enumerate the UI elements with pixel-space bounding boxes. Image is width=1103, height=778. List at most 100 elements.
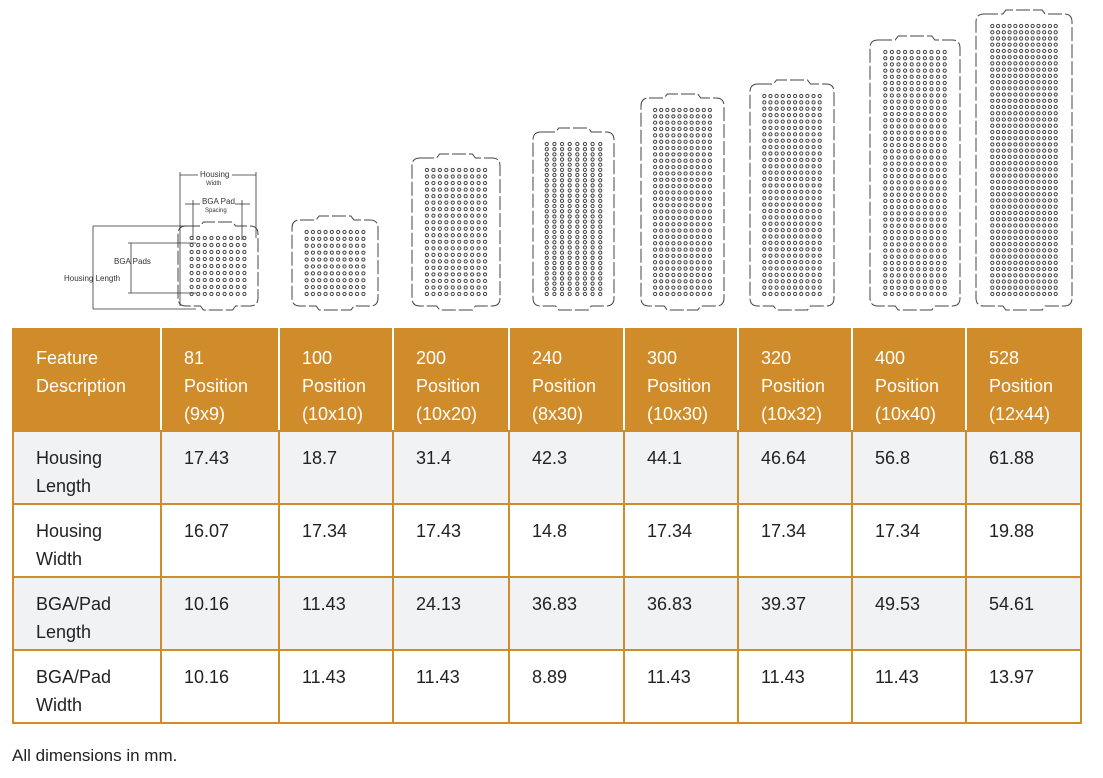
bga-pad — [683, 152, 688, 157]
bga-pad — [1019, 98, 1024, 103]
bga-pad — [942, 223, 947, 228]
bga-pad — [883, 80, 888, 86]
bga-pad — [1019, 92, 1024, 97]
bga-pad — [437, 239, 442, 244]
bga-pad — [929, 161, 934, 166]
bga-pad — [437, 220, 442, 225]
bga-pad — [1047, 55, 1053, 60]
bga-pad — [590, 276, 595, 281]
bga-pad — [424, 259, 430, 264]
bga-pad — [929, 254, 934, 259]
bga-pad — [653, 260, 658, 265]
bga-pad — [701, 114, 706, 119]
bga-pad — [936, 242, 941, 247]
bga-pad — [659, 209, 664, 214]
bga-pad — [883, 198, 888, 204]
bga-pad — [431, 180, 436, 186]
package-outline — [975, 9, 1073, 311]
bga-pad — [450, 174, 455, 179]
bga-pad — [590, 157, 595, 162]
bga-pad — [922, 161, 928, 166]
bga-pad — [990, 291, 995, 297]
bga-pad — [990, 86, 995, 91]
bga-pad — [229, 256, 234, 262]
bga-pad — [896, 130, 901, 135]
bga-pad — [811, 247, 816, 252]
bga-pad — [1042, 273, 1047, 278]
bga-pad — [1042, 111, 1047, 116]
package-528 — [975, 9, 1073, 311]
bga-pad — [990, 229, 995, 234]
bga-pad — [786, 259, 792, 265]
bga-pad — [707, 253, 712, 259]
bga-pad — [424, 174, 430, 179]
bga-pad — [929, 167, 934, 172]
bga-pad — [1007, 48, 1012, 54]
bga-pad — [990, 104, 995, 110]
bga-pad — [786, 215, 792, 220]
table-cell: 17.34 — [623, 503, 739, 578]
bga-pad — [786, 100, 792, 105]
bga-pad — [995, 223, 1001, 228]
bga-pad — [817, 202, 822, 207]
bga-pad — [1007, 204, 1012, 209]
bga-pad — [229, 242, 234, 248]
bga-pad — [916, 248, 921, 253]
bga-pad — [995, 98, 1001, 103]
bga-pad — [215, 291, 221, 297]
bga-pad — [671, 272, 676, 278]
bga-pad — [1013, 86, 1018, 91]
bga-pad — [1042, 291, 1047, 297]
bga-pad — [762, 189, 767, 194]
bga-pad — [444, 252, 449, 257]
bga-pad — [990, 242, 995, 247]
bga-pad — [1024, 148, 1029, 153]
bga-pad — [1001, 167, 1006, 172]
bga-pad — [598, 193, 603, 198]
bga-pad — [598, 172, 603, 178]
bga-pad — [582, 219, 588, 224]
bga-pad — [780, 266, 785, 271]
bga-pad — [889, 56, 895, 61]
bga-pad — [922, 229, 928, 235]
bga-pad — [792, 157, 798, 162]
bga-pad — [354, 285, 360, 290]
bga-pad — [598, 291, 603, 297]
bga-pad — [990, 210, 995, 216]
bga-pad — [922, 49, 928, 55]
bga-pad — [189, 235, 194, 241]
bga-pad — [792, 272, 798, 277]
bga-pad — [929, 49, 934, 55]
bga-pad — [1013, 273, 1018, 278]
bga-pad — [683, 107, 688, 113]
bga-pad — [929, 223, 934, 228]
bga-pad — [665, 247, 670, 252]
bga-pad — [883, 155, 888, 160]
bga-pad — [424, 252, 430, 257]
table-cell: 54.61 — [965, 576, 1082, 651]
table-cell: 36.83 — [508, 576, 625, 651]
bga-pad — [929, 198, 934, 204]
bga-pad — [1001, 98, 1006, 103]
bga-pad — [768, 279, 773, 284]
bga-pad — [780, 151, 785, 156]
bga-pad — [990, 279, 995, 284]
bga-pad — [799, 259, 804, 265]
bga-pad — [896, 99, 901, 104]
row-label-text: Width — [36, 695, 83, 715]
bga-pad — [665, 209, 670, 214]
bga-pad — [792, 170, 798, 175]
table-cell: 36.83 — [623, 576, 739, 651]
bga-pad — [896, 242, 901, 247]
bga-pad — [1042, 48, 1047, 54]
bga-pad — [1053, 242, 1058, 247]
bga-pad — [575, 198, 580, 203]
bga-pad — [762, 266, 767, 271]
bga-pad — [567, 266, 572, 271]
bga-pad — [774, 221, 779, 226]
bga-pad — [470, 180, 475, 186]
bga-pad — [470, 207, 475, 212]
bga-pad — [575, 229, 580, 235]
header-text: 81 — [184, 348, 205, 368]
bga-pad — [1024, 242, 1029, 247]
